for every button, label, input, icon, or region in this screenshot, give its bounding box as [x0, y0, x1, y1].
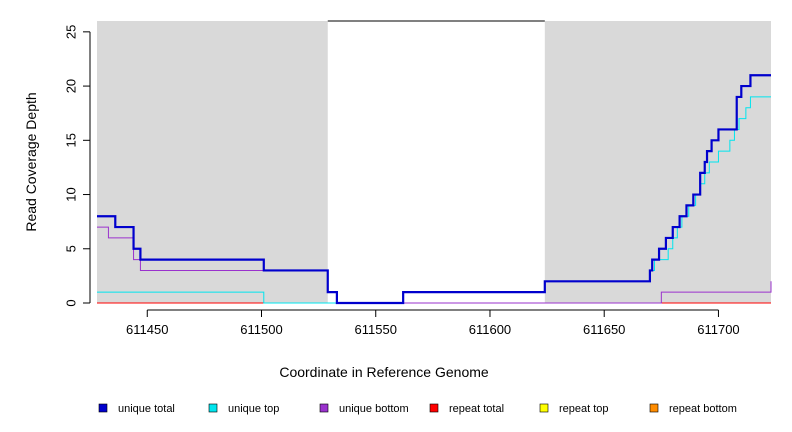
y-tick-label: 0	[64, 299, 79, 306]
x-tick-label: 611600	[469, 322, 511, 337]
axes: 611450 611500 611550 611600 611650 611700 0 5 10…	[64, 25, 740, 337]
legend-swatch-unique-bottom	[319, 403, 329, 413]
x-tick-label: 611500	[240, 322, 282, 337]
legend-swatch-repeat-bottom	[649, 403, 659, 413]
shaded-region-2	[544, 21, 771, 303]
legend-label-repeat-top: repeat top	[559, 403, 609, 415]
legend-label-repeat-total: repeat total	[449, 403, 504, 415]
x-tick-label: 611450	[126, 322, 168, 337]
series-lines	[97, 74, 772, 305]
legend-swatch-repeat-total	[429, 403, 439, 413]
y-axis-title: Read Coverage Depth	[23, 92, 39, 231]
shaded-regions	[97, 20, 771, 303]
x-tick-label: 611550	[355, 322, 397, 337]
y-tick-label: 10	[64, 187, 79, 201]
shaded-region-1	[97, 21, 328, 303]
series-line-unique-total	[97, 74, 771, 305]
legend: unique total unique top unique bottom repea…	[98, 403, 737, 415]
legend-swatch-unique-top	[208, 403, 218, 413]
legend-label-unique-total: unique total	[118, 403, 175, 415]
y-tick-label: 15	[64, 133, 79, 147]
x-axis-title: Coordinate in Reference Genome	[279, 364, 489, 380]
legend-swatch-repeat-top	[539, 403, 549, 413]
legend-swatch-unique-total	[98, 403, 108, 413]
y-tick-label: 5	[64, 245, 79, 252]
y-tick-label: 20	[64, 79, 79, 93]
legend-label-repeat-bottom: repeat bottom	[669, 403, 737, 415]
x-tick-label: 611650	[583, 322, 625, 337]
legend-label-unique-bottom: unique bottom	[339, 403, 409, 415]
x-tick-label: 611700	[697, 322, 739, 337]
legend-label-unique-top: unique top	[228, 403, 279, 415]
y-tick-label: 25	[64, 25, 79, 39]
